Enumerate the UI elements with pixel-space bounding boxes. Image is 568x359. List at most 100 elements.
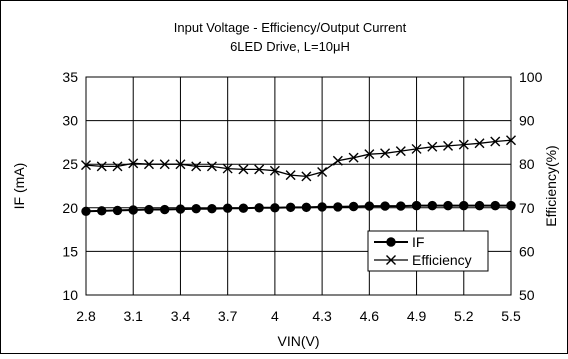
data-point-efficiency [380,148,391,159]
tick-labels: 2.8 3.1 3.4 3.7 4 4.3 4.6 4.9 5.2 5.5 10 15 20 25 30 35… [62,69,542,324]
x-marker-stroke [191,161,202,172]
data-point-if [317,202,327,212]
data-point-efficiency [269,165,280,176]
data-point-efficiency [474,138,485,149]
legend-item-if: IF [374,234,424,250]
data-point-efficiency [411,143,422,154]
y-left-tick-label: 35 [62,69,78,85]
data-point-efficiency [332,155,343,166]
x-marker-stroke [380,148,391,159]
data-point-efficiency [254,164,265,175]
data-point-if [81,206,91,216]
y-axis-left-title: IF (mA) [11,163,27,210]
legend-marker [386,237,396,247]
data-point-if [222,203,233,213]
data-point-if [207,203,217,214]
data-point-if [191,203,201,214]
y-right-tick-label: 50 [519,287,535,303]
x-marker-stroke [458,139,469,150]
data-point-if [97,206,107,216]
y-right-tick-label: 80 [519,156,535,172]
data-point-if [443,200,453,211]
data-point-if [490,200,500,211]
y-right-tick-label: 70 [519,200,535,216]
x-tick-label: 3.7 [218,308,238,324]
series-line-if [85,204,511,213]
x-tick-label: 5.2 [454,308,474,324]
series-if [81,200,516,216]
data-point-efficiency [128,158,139,169]
y-left-tick-label: 15 [62,243,78,259]
x-tick-label: 4.9 [407,308,427,324]
x-marker-stroke [443,140,454,151]
data-point-if [270,203,280,213]
legend-box [367,230,489,272]
data-point-if [396,201,406,211]
data-point-if [238,203,249,213]
x-marker-stroke [317,167,328,178]
data-point-if [285,202,296,213]
data-point-efficiency [301,171,312,182]
y-right-tick-label: 90 [519,113,535,129]
x-marker-stroke [490,136,501,147]
data-point-efficiency [506,135,516,146]
x-tick-label: 2.8 [76,308,96,324]
series-group [81,135,516,216]
data-point-efficiency [443,140,454,151]
data-point-if [506,200,516,211]
data-point-efficiency [81,160,91,171]
x-tick-label: 4.6 [360,308,380,324]
plot-area [85,76,512,296]
x-marker-stroke [474,138,485,149]
data-point-efficiency [238,164,249,175]
data-point-efficiency [159,159,170,170]
data-point-if [411,200,422,211]
x-marker-stroke [411,143,422,154]
y-left-tick-label: 10 [62,287,78,303]
data-point-if [128,205,138,215]
series-efficiency [81,135,516,182]
x-marker-stroke [128,158,139,169]
data-point-efficiency [285,170,296,181]
data-point-efficiency [112,161,123,172]
x-marker-stroke [238,164,249,175]
x-marker-stroke [254,164,265,175]
x-marker-stroke [206,161,217,172]
data-point-efficiency [458,139,469,150]
x-marker-stroke [348,152,359,163]
x-marker-stroke [506,135,516,146]
x-tick-label: 4 [271,308,279,324]
y-left-tick-label: 25 [62,156,78,172]
x-marker-stroke [175,159,186,170]
x-marker-stroke [222,163,233,174]
legend-item-efficiency: Efficiency [374,252,472,268]
data-point-efficiency [364,149,375,160]
data-point-efficiency [96,161,107,172]
data-point-if [254,203,264,213]
data-point-efficiency [175,159,186,170]
x-marker-stroke [301,171,312,182]
data-point-efficiency [143,159,154,170]
data-point-efficiency [206,161,217,172]
x-marker-stroke [143,159,154,170]
series-line-efficiency [85,139,512,178]
legend-marker [386,255,396,265]
chart-title: Input Voltage - Efficiency/Output Curren… [174,20,407,35]
x-tick-label: 4.3 [312,308,332,324]
x-marker-stroke [159,159,170,170]
data-point-efficiency [348,152,359,163]
data-point-efficiency [427,141,438,152]
data-point-if [160,204,170,215]
y-left-tick-label: 20 [62,200,78,216]
legend: IF Efficiency [367,230,489,272]
x-marker-stroke [285,170,296,181]
x-tick-label: 3.4 [171,308,191,324]
data-point-if [301,202,312,213]
x-marker-stroke [96,161,107,172]
x-marker-stroke [364,149,375,160]
y-axis-right-title: Efficiency(%) [543,145,559,226]
data-point-if [333,202,343,212]
data-point-efficiency [395,146,406,157]
